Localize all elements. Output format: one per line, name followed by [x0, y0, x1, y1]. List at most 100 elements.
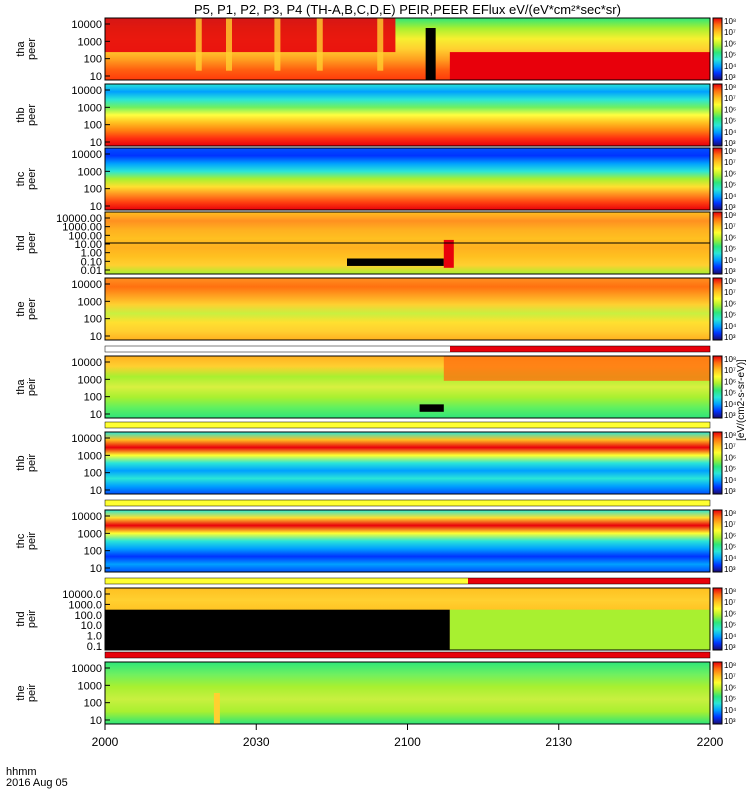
data-gap-block	[105, 609, 450, 650]
panel-probe-label: thc	[15, 171, 27, 186]
data-gap-block	[419, 404, 444, 412]
colorbar-tick-label: 10⁵	[724, 389, 736, 398]
colorbar-tick-label: 10⁵	[724, 621, 736, 630]
colorbar-tick-label: 10⁷	[724, 598, 736, 607]
x-tick-label: 2030	[243, 735, 270, 749]
colorbar	[712, 147, 723, 211]
high-flux-band	[443, 239, 454, 268]
y-tick-label: 10000	[71, 19, 102, 31]
y-tick-label: 10	[90, 137, 102, 149]
y-tick-label: 1.0	[87, 631, 102, 643]
y-tick-label: 100.00	[68, 230, 102, 242]
panel-species-label: peir	[26, 683, 38, 702]
low-flux-region	[449, 609, 710, 650]
colorbar	[712, 211, 723, 275]
y-tick-label: 1000	[78, 528, 102, 540]
colorbar-tick-label: 10⁴	[724, 400, 737, 409]
y-tick-label: 1000	[78, 296, 102, 308]
y-tick-label: 10	[90, 485, 102, 497]
y-tick-label: 100	[84, 468, 102, 480]
panel-probe-label: tha	[15, 378, 27, 394]
panel-probe-label: thb	[15, 455, 27, 470]
panel-probe-label: thc	[15, 533, 27, 548]
y-tick-label: 10.00	[74, 239, 102, 251]
colorbar	[712, 509, 723, 573]
panel-tha-peer: 10 100 1000 10000 tha peer 10³ 10⁴ 10⁵ 10⁶ 10⁷ 10⁸	[15, 17, 737, 83]
colorbar-tick-label: 10⁶	[724, 299, 736, 308]
colorbar-tick-label: 10⁵	[724, 51, 736, 60]
panel-probe-label: the	[15, 301, 27, 316]
colorbar-tick-label: 10⁷	[724, 94, 736, 103]
panel-probe-label: the	[15, 685, 27, 700]
y-tick-label: 10000	[71, 357, 102, 369]
colorbar-tick-label: 10⁴	[724, 256, 737, 265]
panel-spectrogram-fill	[105, 662, 710, 724]
time-axis-unit-label: hhmm	[6, 766, 37, 778]
panel-probe-label: thd	[15, 611, 27, 626]
colorbar-tick-label: 10⁸	[724, 431, 736, 440]
chart-title: P5, P1, P2, P3, P4 (TH-A,B,C,D,E) PEIR,P…	[194, 2, 621, 17]
panel-spectrogram-fill	[105, 278, 710, 340]
y-tick-label: 100	[84, 184, 102, 196]
y-tick-label: 100	[84, 546, 102, 558]
panel-tha-peir: 10 100 1000 10000 tha peir 10³ 10⁴ 10⁵ 10⁶ 10⁷ 10⁸	[15, 355, 737, 421]
panel-thb-peer: 10 100 1000 10000 thb peer 10³ 10⁴ 10⁵ 10⁶ 10⁷ 10⁸	[15, 83, 737, 149]
panel-probe-label: tha	[15, 40, 27, 56]
colorbar-tick-label: 10⁶	[724, 39, 736, 48]
colorbar-tick-label: 10⁶	[724, 531, 736, 540]
y-tick-label: 1000	[78, 166, 102, 178]
quality-flag-bar	[104, 651, 711, 659]
panel-spectrogram-fill	[105, 432, 710, 494]
colorbar	[712, 661, 723, 725]
y-tick-label: 10	[90, 409, 102, 421]
time-axis-date-label: 2016 Aug 05	[6, 777, 68, 789]
panel-frame	[104, 17, 711, 81]
y-tick-label: 0.01	[81, 265, 102, 277]
panel-species-label: peir	[26, 453, 38, 472]
panel-species-label: peer	[26, 232, 38, 254]
y-tick-label: 10.0	[81, 620, 102, 632]
colorbar-tick-label: 10⁵	[724, 181, 736, 190]
y-tick-label: 10	[90, 71, 102, 83]
colorbar-tick-label: 10⁸	[724, 587, 736, 596]
colorbar-tick-label: 10⁴	[724, 62, 737, 71]
y-tick-label: 1000.00	[62, 222, 102, 234]
colorbar-tick-label: 10⁷	[724, 442, 736, 451]
panel-species-label: peir	[26, 609, 38, 628]
colorbar	[712, 431, 723, 495]
y-tick-label: 1000	[78, 102, 102, 114]
colorbar-tick-label: 10⁸	[724, 509, 736, 518]
y-tick-label: 100	[84, 392, 102, 404]
colorbar-tick-label: 10³	[724, 73, 736, 82]
colorbar-tick-label: 10⁷	[724, 672, 736, 681]
colorbar-tick-label: 10⁶	[724, 453, 736, 462]
data-gap-block	[425, 28, 436, 80]
colorbar-tick-label: 10⁵	[724, 465, 736, 474]
colorbar-tick-label: 10³	[724, 267, 736, 276]
flux-dropout-stripe	[226, 18, 232, 71]
colorbar-tick-label: 10⁵	[724, 543, 736, 552]
y-tick-label: 100	[84, 120, 102, 132]
panel-frame	[104, 211, 711, 275]
colorbar	[712, 587, 723, 651]
panel-spectrogram-fill	[105, 148, 710, 210]
colorbar-tick-label: 10³	[724, 411, 736, 420]
colorbar-tick-label: 10³	[724, 643, 736, 652]
panel-species-label: peer	[26, 298, 38, 320]
panel-thc-peer: 10 100 1000 10000 thc peer 10³ 10⁴ 10⁵ 10⁶ 10⁷ 10⁸	[15, 147, 737, 213]
colorbar-tick-label: 10⁷	[724, 366, 736, 375]
y-tick-label: 1.00	[81, 248, 102, 260]
panel-species-label: peir	[26, 377, 38, 396]
colorbar-tick-label: 10³	[724, 139, 736, 148]
panel-species-label: peir	[26, 531, 38, 550]
panel-thb-peir: 10 100 1000 10000 thb peir 10³ 10⁴ 10⁵ 10⁶ 10⁷ 10⁸	[15, 431, 737, 497]
colorbar	[712, 355, 723, 419]
quality-flag-bar	[104, 577, 711, 585]
y-tick-label: 10000	[71, 511, 102, 523]
high-flux-band	[443, 356, 710, 381]
y-tick-label: 1000	[78, 680, 102, 692]
colorbar-tick-label: 10⁴	[724, 554, 737, 563]
colorbar-tick-label: 10⁴	[724, 192, 737, 201]
colorbar-tick-label: 10⁷	[724, 288, 736, 297]
